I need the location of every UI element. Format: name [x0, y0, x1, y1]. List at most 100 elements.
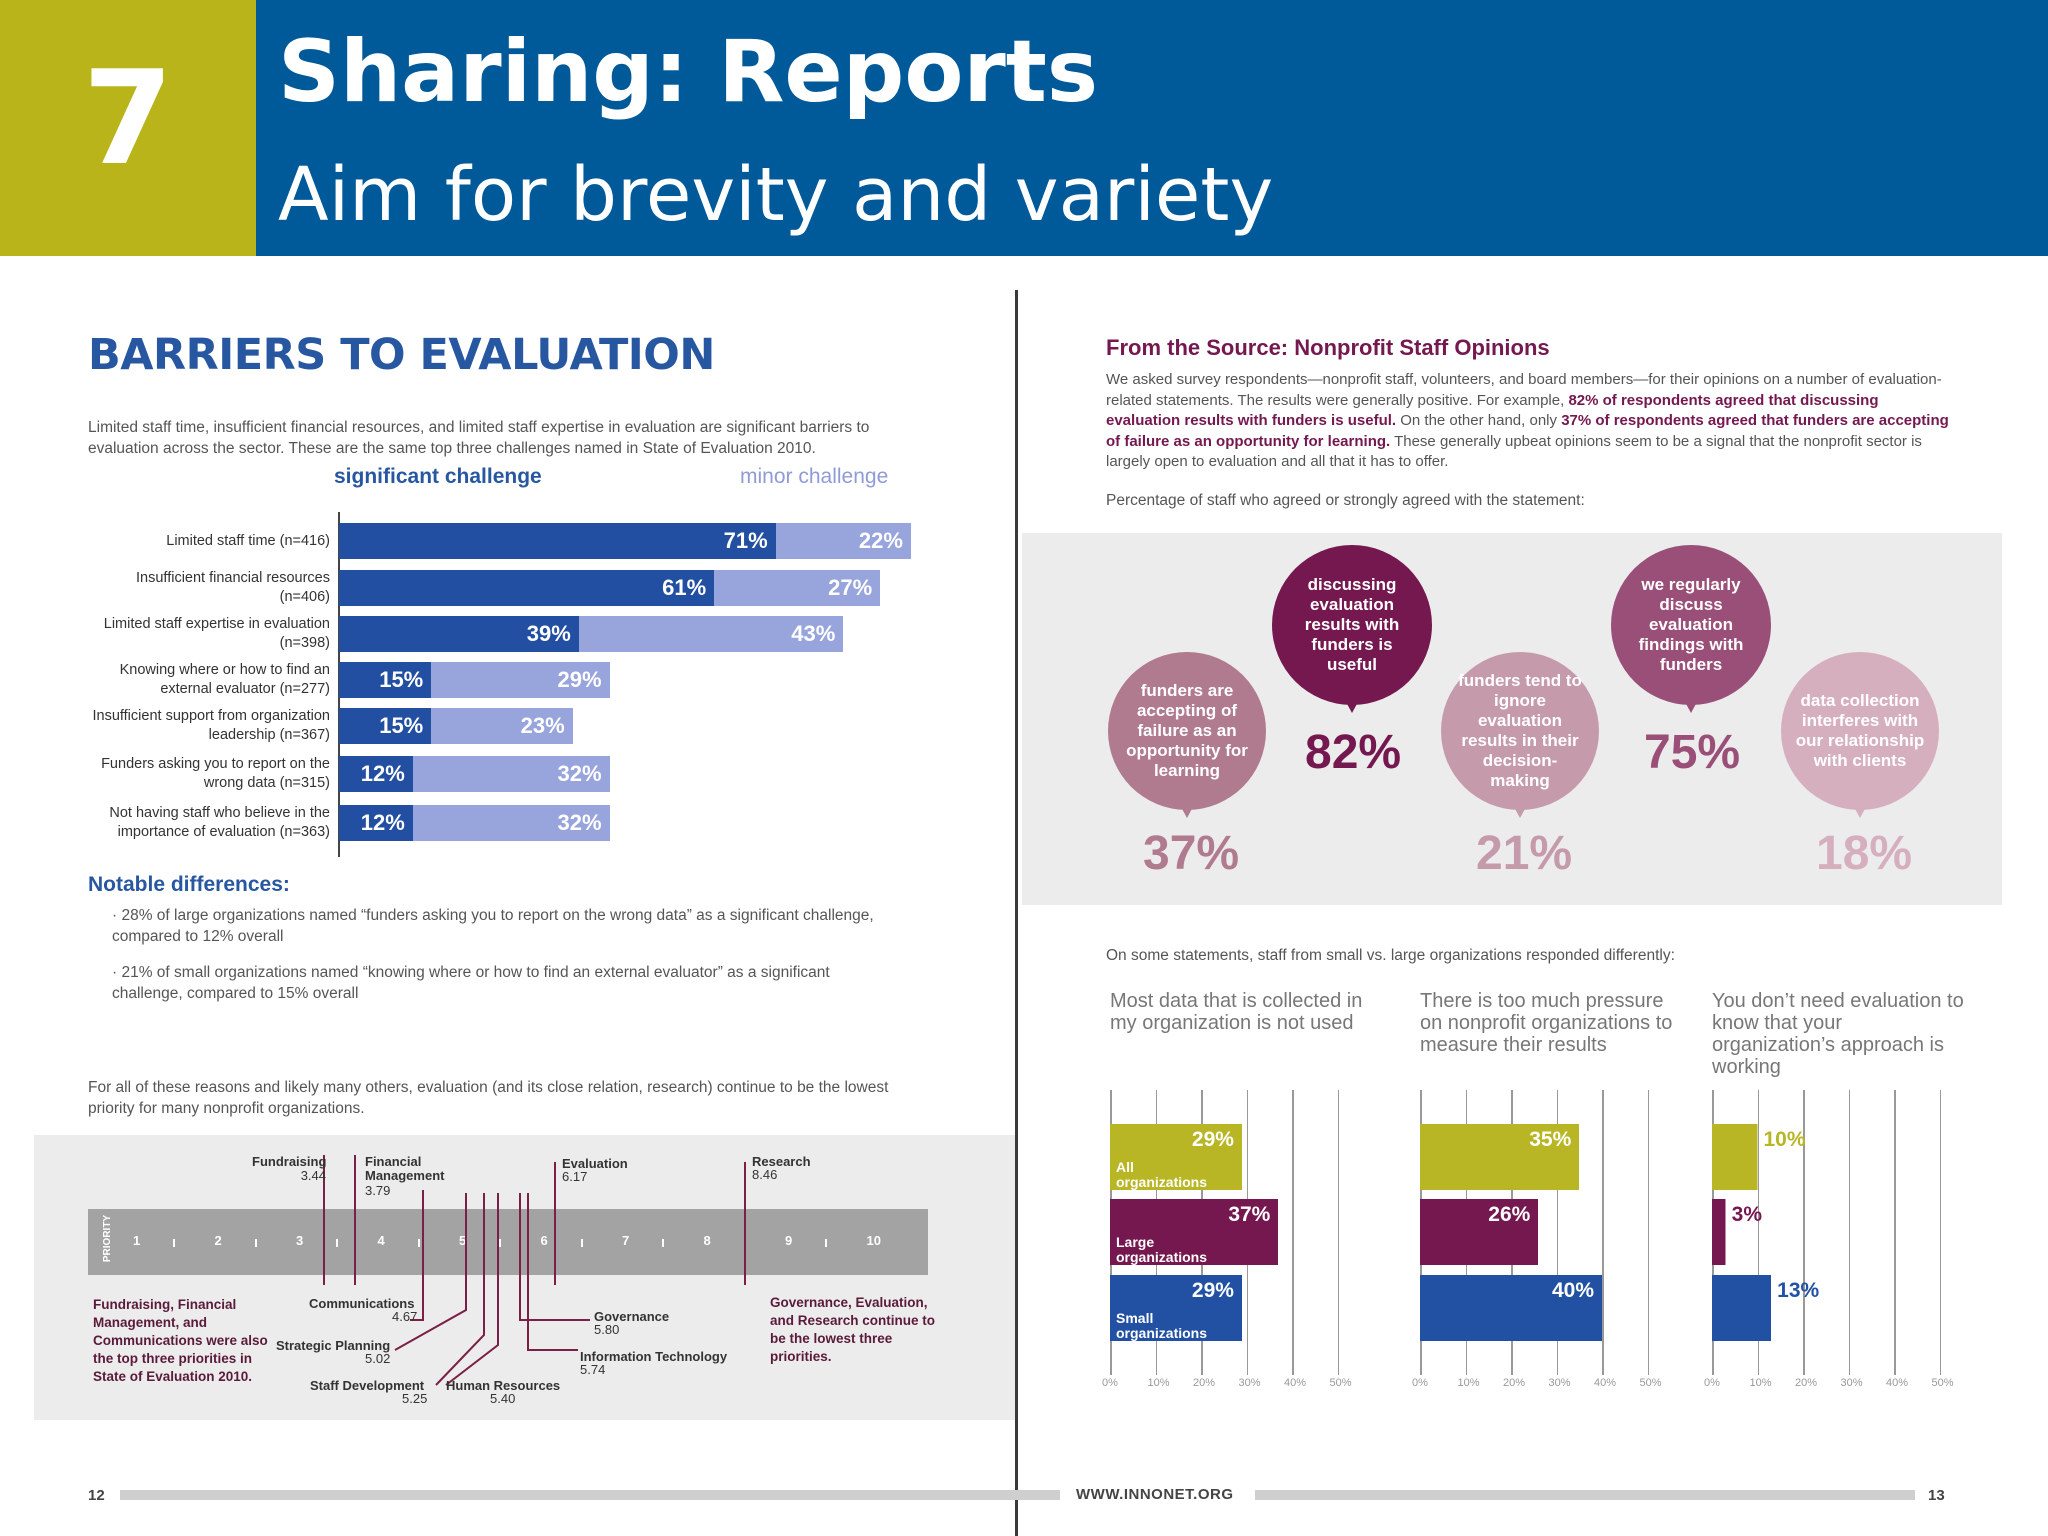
priority-tick-mark	[417, 1239, 420, 1247]
comparison-bar: 37%	[1110, 1199, 1279, 1265]
axis-tick: 40%	[1886, 1377, 1909, 1389]
gridline	[1894, 1090, 1896, 1375]
notable-text: 21% of small organizations named “knowin…	[112, 964, 830, 1002]
intro-text: These generally upbeat opinions seem to …	[1106, 432, 1922, 471]
priority-tick: 6	[540, 1233, 548, 1248]
barrier-bar-significant: 15%	[339, 708, 432, 744]
comparison-bar: 10%	[1712, 1124, 1818, 1190]
barrier-label: Insufficient support from organization le…	[92, 708, 330, 743]
barrier-bar-minor: 22%	[775, 523, 911, 559]
slide-title: Sharing: Reports	[278, 22, 1099, 122]
opinion-percentage: 75%	[1644, 726, 1741, 779]
priority-tick-mark	[254, 1239, 257, 1247]
priority-tick-mark	[499, 1239, 501, 1247]
comparison-bar: 35%	[1420, 1124, 1580, 1190]
strategic-line	[394, 1193, 467, 1351]
value-fundraising: 3.44	[300, 1168, 326, 1183]
value-governance: 5.80	[594, 1322, 620, 1337]
value-communications: 4.67	[392, 1309, 418, 1324]
axis-tick: 10%	[1457, 1377, 1480, 1389]
label-fundraising: Fundraising	[252, 1154, 327, 1169]
legend-minor: minor challenge	[740, 465, 889, 488]
barrier-bar-minor: 23%	[431, 708, 573, 744]
opinion-bubble: discussing evaluation results with funde…	[1272, 545, 1432, 705]
left-intro: Limited staff time, insufficient financi…	[88, 419, 870, 457]
opinion-bubble: data collection interferes with our rela…	[1781, 652, 1939, 810]
gridline	[1939, 1090, 1941, 1375]
header-band	[0, 0, 2048, 256]
priority-tick: 1	[133, 1233, 141, 1248]
notable-title: Notable differences:	[88, 873, 290, 896]
axis-tick: 40%	[1594, 1377, 1617, 1389]
comparison-chart-title: There is too much pressure on nonprofit …	[1420, 990, 1673, 1056]
priority-tick-mark	[173, 1239, 175, 1247]
priority-tick: 4	[377, 1233, 385, 1248]
opinion-bubble: we regularly discuss evaluation findings…	[1611, 545, 1771, 705]
priority-tick: 8	[703, 1233, 711, 1248]
axis-tick: 50%	[1639, 1377, 1662, 1389]
comparison-bar: 26%	[1420, 1199, 1539, 1265]
barrier-label: Limited staff expertise in evaluation (n=…	[103, 616, 330, 651]
gridline	[1647, 1090, 1649, 1375]
comparison-chart-title: Most data that is collected in my organi…	[1110, 990, 1363, 1034]
barrier-bar-significant: 61%	[339, 570, 715, 606]
diff-caption: On some statements, staff from small vs.…	[1106, 947, 1675, 964]
intro-highlight: 82% of respondents agreed that discussin…	[1106, 391, 1879, 430]
priority-tick-mark	[336, 1239, 338, 1247]
axis-tick: 10%	[1147, 1377, 1170, 1389]
page-number-left: 12	[88, 1487, 105, 1504]
priority-tick: 2	[214, 1233, 222, 1248]
slide-subtitle: Aim for brevity and variety	[278, 152, 1274, 238]
label-staffdev: Staff Development	[310, 1378, 425, 1393]
label-hr: Human Resources	[446, 1378, 561, 1393]
axis-tick: 20%	[1503, 1377, 1526, 1389]
label-research: Research	[752, 1154, 811, 1169]
axis-tick: 30%	[1840, 1377, 1863, 1389]
legend-significant: significant challenge	[334, 465, 542, 488]
comparison-bar: 29%	[1110, 1275, 1242, 1341]
left-page-title: BARRIERS TO EVALUATION	[88, 330, 715, 380]
axis-tick: 0%	[1412, 1377, 1428, 1389]
barrier-label: Knowing where or how to find an external …	[119, 662, 330, 697]
opinion-percentage: 82%	[1305, 726, 1402, 779]
staffdev-line	[435, 1193, 485, 1386]
value-financial: 3.79	[365, 1183, 391, 1198]
gridline	[1803, 1090, 1805, 1375]
note-right: Governance, Evaluation, and Research con…	[770, 1295, 936, 1364]
right-intro: We asked survey respondents—nonprofit st…	[1106, 370, 1951, 473]
barrier-bar-minor: 32%	[412, 756, 610, 792]
axis-tick: 30%	[1238, 1377, 1261, 1389]
barrier-bar-minor: 43%	[578, 616, 844, 652]
note-left: Fundraising, Financial Management, and C…	[93, 1297, 268, 1384]
axis-tick: 30%	[1548, 1377, 1571, 1389]
intro-highlight: 37% of respondents agreed that funders a…	[1106, 412, 1949, 450]
gridline	[1337, 1090, 1339, 1375]
priority-tick-mark	[825, 1239, 827, 1247]
comparison-bar: 3%	[1712, 1199, 1786, 1265]
barrier-label: Funders asking you to report on the wrong…	[101, 756, 330, 791]
barrier-bar-minor: 27%	[714, 570, 881, 606]
barrier-bar-significant: 15%	[339, 662, 432, 698]
notable-text: 28% of large organizations named “funder…	[112, 907, 874, 945]
value-research: 8.46	[752, 1167, 778, 1182]
percentage-caption: Percentage of staff who agreed or strong…	[1106, 492, 1585, 509]
barrier-bar-significant: 39%	[339, 616, 579, 652]
page-divider	[1015, 290, 1018, 1536]
opinion-bubble: funders are accepting of failure as an o…	[1108, 652, 1266, 810]
footer-url: WWW.INNONET.ORG	[1076, 1486, 1234, 1503]
it-line	[527, 1193, 578, 1351]
axis-tick: 50%	[1931, 1377, 1954, 1389]
section-number: 7	[0, 0, 256, 256]
communications-line	[410, 1190, 424, 1321]
notable-item: · 28% of large organizations named “fund…	[112, 907, 874, 945]
priority-leader-lines	[323, 1155, 746, 1386]
opinion-percentage: 18%	[1816, 827, 1913, 880]
page-number-right: 13	[1928, 1487, 1945, 1504]
comparison-bar: 29%	[1110, 1124, 1242, 1190]
opinion-percentage: 21%	[1476, 827, 1573, 880]
axis-tick: 10%	[1749, 1377, 1772, 1389]
label-communications: Communications	[309, 1296, 415, 1311]
gridline	[1292, 1090, 1294, 1375]
priority-tick: 5	[459, 1233, 467, 1248]
priority-tick: 10	[866, 1233, 881, 1248]
